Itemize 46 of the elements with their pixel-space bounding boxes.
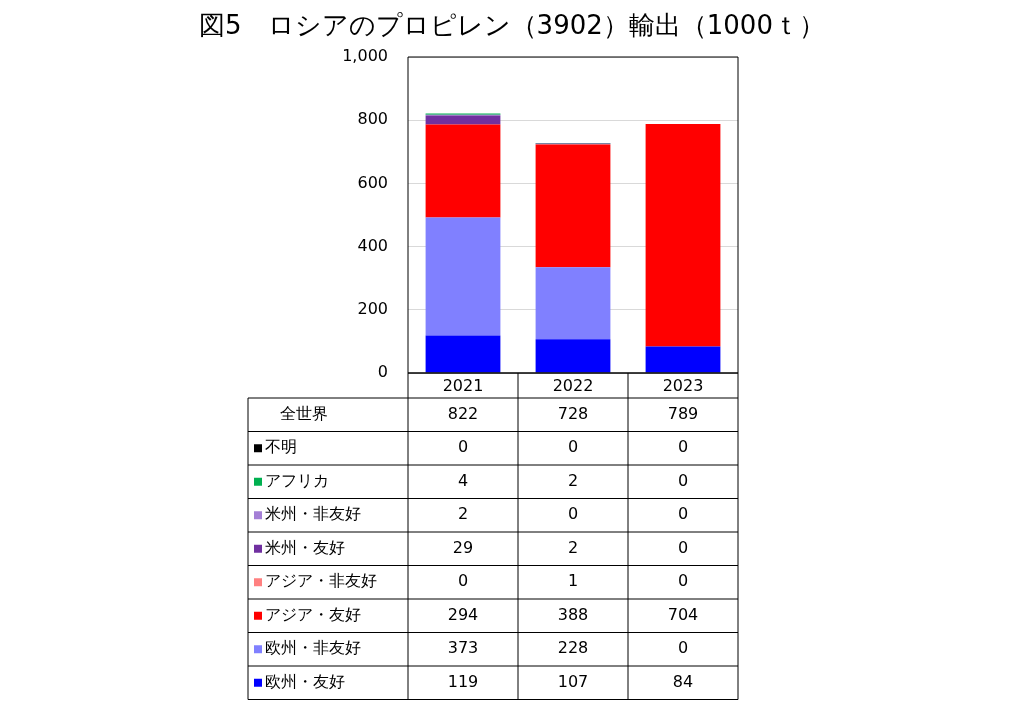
data-label: 373 — [447, 638, 479, 658]
legend-label: 米州・友好 — [265, 537, 345, 557]
data-label: 0 — [677, 638, 689, 658]
data-label: 704 — [667, 604, 699, 624]
y-tick-label: 600 — [357, 172, 388, 192]
data-label: 0 — [677, 571, 689, 591]
legend-label: アジア・友好 — [265, 604, 361, 624]
legend-label: 米州・非友好 — [265, 504, 361, 524]
data-label: 388 — [557, 604, 589, 624]
data-label: 228 — [557, 638, 589, 658]
data-label: 0 — [677, 470, 689, 490]
data-label: 4 — [457, 470, 469, 490]
data-label: 0 — [677, 504, 689, 524]
data-label: 0 — [677, 437, 689, 457]
total-label: 822 — [447, 403, 479, 423]
data-label: 29 — [452, 537, 474, 557]
data-label: 1 — [567, 571, 579, 591]
chart-title: 図5 ロシアのプロピレン（3902）輸出（1000ｔ） — [198, 9, 826, 42]
data-label: 0 — [457, 437, 469, 457]
data-label: 107 — [557, 671, 589, 691]
data-label: 0 — [677, 537, 689, 557]
data-label: 0 — [567, 437, 579, 457]
y-tick-label: 400 — [357, 235, 388, 255]
y-tick-label: 1,000 — [342, 46, 388, 66]
data-label: 2 — [567, 537, 579, 557]
data-label: 0 — [457, 571, 469, 591]
legend-label: 不明 — [265, 437, 297, 457]
data-label: 2 — [567, 470, 579, 490]
data-label: 119 — [447, 671, 479, 691]
text: 全世界 — [280, 403, 328, 423]
data-label: 84 — [672, 671, 694, 691]
x-tick-label: 2021 — [442, 375, 484, 395]
y-tick-label: 200 — [357, 298, 388, 318]
total-label: 789 — [667, 403, 699, 423]
data-label: 294 — [447, 604, 479, 624]
legend-label: 欧州・非友好 — [265, 638, 361, 658]
x-tick-label: 2023 — [662, 375, 704, 395]
data-label: 2 — [457, 504, 469, 524]
total-label: 728 — [557, 403, 589, 423]
y-tick-label: 800 — [357, 109, 388, 129]
legend-label: 欧州・友好 — [265, 671, 345, 691]
x-tick-label: 2022 — [552, 375, 594, 395]
legend-label: アフリカ — [265, 470, 329, 490]
data-label: 0 — [567, 504, 579, 524]
y-tick-label: 0 — [377, 362, 388, 382]
legend-label: アジア・非友好 — [265, 571, 377, 591]
